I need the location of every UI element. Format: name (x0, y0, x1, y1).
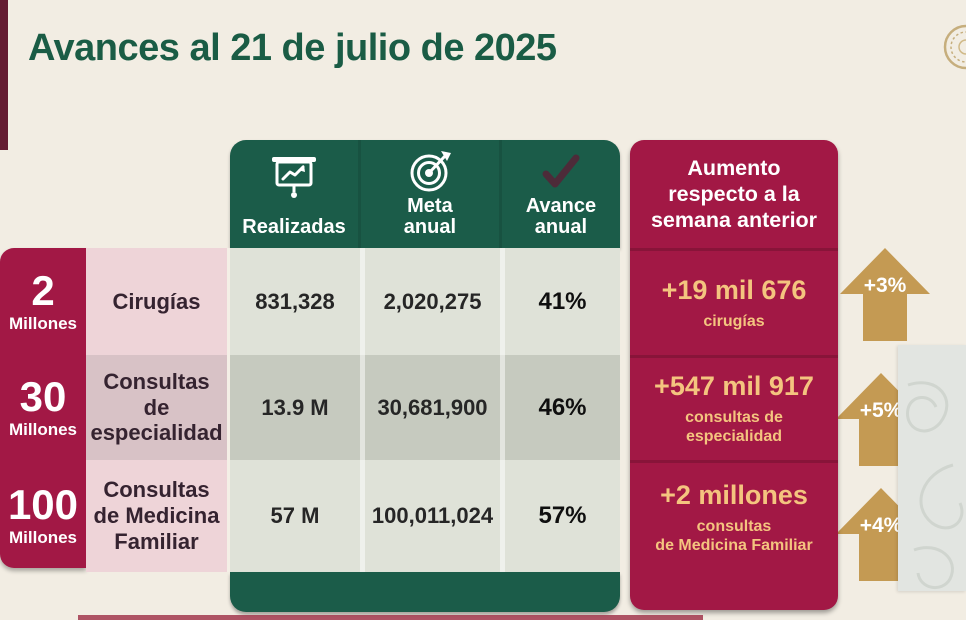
table-body: 2 Millones Cirugías 831,328 2,020,275 41… (0, 248, 620, 572)
weekly-increase-label: cirugías (703, 312, 765, 330)
column-header-label: Meta anual (403, 194, 457, 239)
weekly-increase-label: consultas de Medicina Familiar (655, 517, 813, 554)
row-label-medicina-familiar: Consultas de Medicina Familiar (86, 460, 230, 572)
row-label-especialidad: Consultas de especialidad (86, 355, 230, 460)
weekly-entry-especialidad: +547 mil 917 consultas de especialidad (630, 355, 838, 460)
quantity-column-background (0, 248, 86, 568)
column-header-realizadas: Realizadas (230, 140, 358, 248)
avance-anual-value: 57% (500, 460, 620, 572)
column-header-avance-anual: Avance anual (498, 140, 620, 248)
quantity-cell-medicina-familiar: 100 Millones (0, 460, 86, 572)
quantity-value: 100 (7, 481, 79, 528)
meta-anual-value: 2,020,275 (360, 248, 500, 355)
checkmark-icon (540, 140, 582, 196)
meta-anual-value: 30,681,900 (360, 355, 500, 460)
left-accent-bar (0, 0, 8, 150)
column-header-label: Avance anual (525, 194, 597, 239)
weekly-increase-panel: Aumento respecto a la semana anterior +1… (630, 140, 838, 610)
presentation-chart-icon (271, 140, 317, 208)
weekly-increase-value: +19 mil 676 (661, 274, 807, 305)
government-seal-icon (938, 20, 966, 76)
meta-anual-value: 100,011,024 (360, 460, 500, 572)
quantity-unit: Millones (8, 528, 77, 547)
decorative-flourish-panel (898, 345, 966, 591)
percent-badge: +5% (859, 399, 903, 422)
weekly-entry-medicina-familiar: +2 millones consultas de Medicina Famili… (630, 460, 838, 572)
column-header-label: Realizadas (242, 216, 346, 239)
weekly-increase-value: +547 mil 917 (654, 371, 814, 402)
flourish-pattern-icon (906, 381, 964, 589)
column-header-meta-anual: Meta anual (358, 140, 499, 248)
quantity-value: 30 (19, 372, 67, 420)
table-footer-bar (230, 572, 620, 612)
weekly-entry-cirugias: +19 mil 676 cirugías (630, 248, 838, 355)
quantity-cell-especialidad: 30 Millones (0, 355, 86, 460)
realizadas-value: 57 M (230, 460, 360, 572)
up-arrow-icon (840, 248, 930, 341)
avance-anual-value: 46% (500, 355, 620, 460)
target-icon (407, 140, 453, 196)
weekly-panel-title: Aumento respecto a la semana anterior (650, 156, 818, 233)
quantity-cell-cirugias: 2 Millones (0, 248, 86, 355)
page-title: Avances al 21 de julio de 2025 (28, 27, 557, 70)
increase-arrow-cirugias: +3% (840, 248, 930, 341)
row-label-cirugias: Cirugías (86, 248, 230, 355)
table-header: Realizadas Meta anual Avance anual (230, 140, 620, 248)
quantity-unit: Millones (8, 419, 77, 439)
quantity-value: 2 (31, 266, 55, 314)
percent-badge: +4% (859, 514, 903, 537)
realizadas-value: 831,328 (230, 248, 360, 355)
avance-anual-value: 41% (500, 248, 620, 355)
realizadas-value: 13.9 M (230, 355, 360, 460)
percent-badge: +3% (863, 274, 907, 297)
quantity-unit: Millones (8, 313, 77, 333)
weekly-increase-value: +2 millones (660, 479, 808, 510)
weekly-increase-label: consultas de especialidad (685, 409, 783, 445)
bottom-edge-sliver (78, 615, 703, 620)
